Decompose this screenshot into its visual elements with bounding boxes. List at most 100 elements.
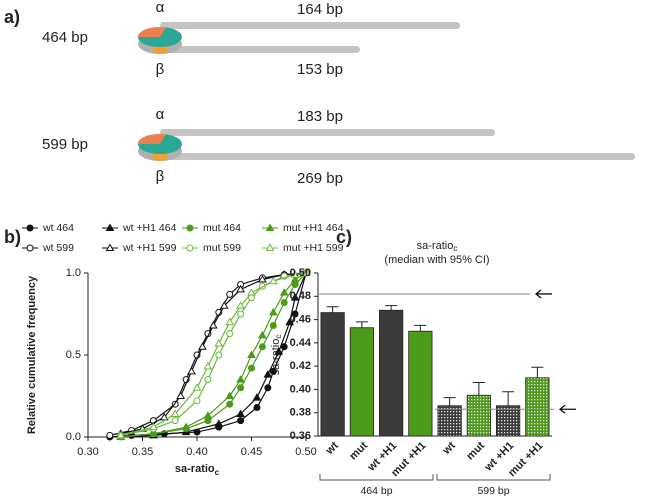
legend-marker — [105, 243, 115, 251]
legend-marker — [26, 244, 34, 252]
marker — [236, 284, 245, 293]
legend-marker — [186, 224, 194, 232]
bar — [437, 405, 462, 437]
marker — [236, 409, 245, 418]
marker — [214, 339, 224, 347]
bar — [525, 377, 550, 437]
marker — [149, 429, 158, 437]
legend-marker — [105, 223, 115, 231]
arm-label: 269 bp — [297, 170, 343, 187]
x-tick-label: 0.45 — [241, 446, 262, 458]
chart-title-text: sa-ratio — [417, 240, 454, 252]
panel-label: b) — [4, 227, 21, 247]
marker — [208, 320, 218, 329]
arm-label: 164 bp — [297, 1, 343, 18]
marker — [198, 342, 207, 350]
marker — [237, 310, 245, 318]
construct-label: 599 bp — [42, 136, 88, 153]
marker — [280, 343, 288, 351]
marker — [264, 384, 272, 392]
marker — [253, 403, 261, 411]
marker — [225, 391, 235, 399]
marker — [285, 317, 295, 326]
legend-label: wt 464 — [42, 222, 74, 234]
group-bracket — [319, 474, 434, 481]
marker — [236, 301, 245, 309]
marker — [290, 293, 300, 301]
y-tick-label: 0.0 — [66, 431, 81, 443]
error-bar — [443, 397, 456, 406]
legend-marker — [265, 243, 275, 251]
y-axis-label-sub: c — [274, 335, 283, 339]
x-axis-label-sub: c — [215, 468, 220, 477]
bar — [349, 327, 374, 437]
marker — [268, 276, 278, 285]
series-line — [120, 272, 307, 438]
x-tick-label: mut — [464, 439, 487, 462]
dna-arm — [160, 153, 635, 160]
y-axis-label: Relative cumulative frequency — [26, 275, 38, 434]
error-bar — [385, 305, 398, 311]
marker — [269, 321, 277, 329]
arm-label: 153 bp — [297, 61, 343, 78]
nucleosome — [138, 134, 166, 144]
marker — [291, 310, 299, 318]
marker — [258, 343, 266, 351]
y-tick-label: 0.5 — [66, 349, 81, 361]
marker — [290, 270, 300, 278]
marker — [226, 330, 234, 338]
marker — [203, 411, 213, 419]
marker — [226, 290, 234, 298]
y-tick-label: 0.48 — [290, 290, 311, 302]
group-label: 464 bp — [360, 485, 392, 497]
series-line — [120, 272, 307, 438]
marker — [192, 383, 202, 391]
error-bar — [472, 381, 485, 396]
chart-title: sa-ratioc — [417, 240, 458, 253]
marker — [263, 370, 273, 378]
panel-label: c) — [336, 227, 352, 247]
marker — [247, 288, 256, 296]
x-tick-label: 0.40 — [186, 446, 207, 458]
marker — [219, 301, 229, 309]
error-bar — [531, 366, 544, 378]
arrow — [534, 289, 552, 299]
marker — [226, 400, 234, 408]
arm-label: 183 bp — [297, 108, 343, 125]
error-bar — [502, 391, 515, 406]
dna-arm — [160, 46, 360, 53]
marker — [301, 268, 311, 276]
marker — [247, 350, 256, 358]
y-tick-label: 0.42 — [290, 360, 311, 372]
bar — [408, 330, 433, 437]
marker — [252, 393, 262, 401]
marker — [106, 431, 114, 439]
legend-label: wt +H1 599 — [122, 242, 177, 254]
bar — [320, 312, 345, 437]
x-tick-label: mut — [347, 439, 370, 462]
marker — [181, 422, 191, 431]
bar — [496, 405, 521, 437]
nucleosome — [138, 27, 166, 37]
y-tick-label: 0.44 — [290, 337, 312, 349]
marker — [258, 330, 267, 339]
marker — [204, 376, 212, 384]
y-tick-label: 0.46 — [290, 313, 311, 325]
y-tick-label: 0.36 — [290, 430, 311, 442]
error-bar — [326, 306, 339, 313]
marker — [225, 317, 235, 326]
bar — [466, 394, 491, 437]
legend-label: wt +H1 464 — [122, 222, 177, 234]
legend-label: mut +H1 599 — [283, 242, 344, 254]
marker — [268, 307, 278, 316]
construct-label: 464 bp — [42, 29, 88, 46]
error-bar — [355, 321, 368, 328]
y-tick-label: 1.0 — [66, 267, 81, 279]
series-line — [109, 272, 307, 438]
marker — [269, 367, 277, 375]
bar — [379, 309, 404, 437]
panel-label: a) — [4, 7, 20, 27]
beta-label: β — [156, 61, 165, 78]
alpha-label: α — [156, 0, 165, 16]
